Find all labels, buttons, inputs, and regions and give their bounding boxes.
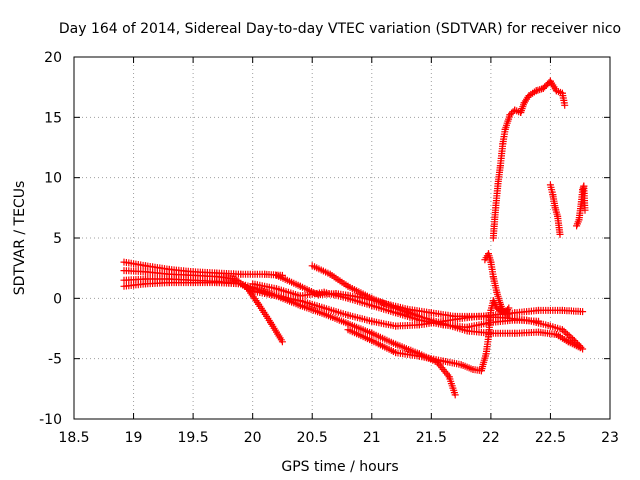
data-point: [556, 230, 564, 238]
data-point: [579, 308, 587, 316]
x-tick-label: 20.5: [297, 430, 328, 446]
data-point: [575, 342, 583, 350]
data-point: [562, 329, 570, 337]
data-point: [560, 327, 568, 335]
y-tick-label: 5: [53, 231, 62, 247]
y-tick-label: 15: [44, 110, 62, 126]
data-point: [581, 206, 589, 214]
y-tick-label: 20: [44, 50, 62, 66]
y-axis-label: SDTVAR / TECUs: [12, 181, 28, 296]
data-point: [506, 111, 514, 119]
data-point: [565, 332, 573, 340]
y-tick-label: 10: [44, 171, 62, 187]
data-point: [561, 101, 569, 109]
data-point: [577, 343, 585, 351]
x-tick-label: 19.5: [178, 430, 209, 446]
data-point: [508, 109, 515, 117]
data-point: [558, 326, 566, 334]
data-points: [120, 77, 589, 399]
ticks: [73, 56, 611, 420]
x-tick-label: 20: [244, 430, 262, 446]
data-point: [278, 338, 286, 346]
data-point: [504, 306, 512, 314]
data-point: [532, 87, 540, 95]
data-point: [579, 345, 587, 353]
data-point: [574, 340, 582, 348]
plot-frame: [73, 56, 611, 420]
y-tick-label: 0: [53, 291, 62, 307]
x-tick-label: 18.5: [58, 430, 89, 446]
data-point: [451, 391, 459, 399]
y-tick-label: -10: [39, 412, 62, 428]
data-point: [567, 334, 575, 341]
x-tick-label: 23: [601, 430, 619, 446]
x-tick-label: 22: [482, 430, 500, 446]
x-tick-label: 21.5: [416, 430, 447, 446]
data-point: [572, 338, 580, 346]
x-axis-label: GPS time / hours: [281, 459, 398, 475]
grid: [74, 57, 610, 419]
data-point: [570, 337, 578, 345]
data-point: [569, 335, 577, 343]
chart-title: Day 164 of 2014, Sidereal Day-to-day VTE…: [59, 21, 621, 37]
x-tick-label: 19: [125, 430, 143, 446]
tick-labels: 18.5 19 19.5 20 20.5 21 21.5 22 22.5 23 -10 -5 0 5 10 1…: [39, 50, 619, 446]
x-tick-label: 21: [363, 430, 381, 446]
y-tick-label: -5: [48, 352, 62, 368]
x-tick-label: 22.5: [535, 430, 566, 446]
data-point: [564, 330, 571, 338]
data-point: [505, 304, 513, 312]
